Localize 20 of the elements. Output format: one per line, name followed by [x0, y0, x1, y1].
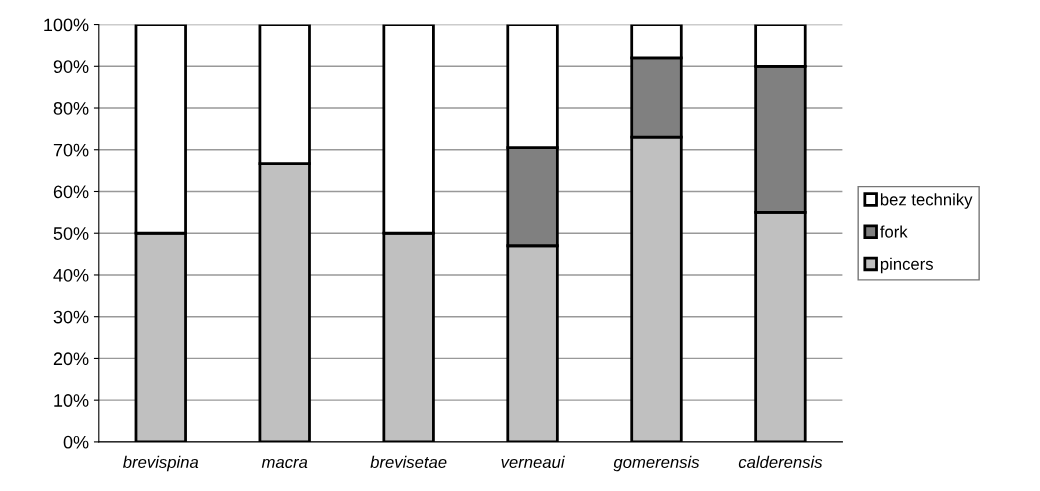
y-tick-label: 10% [54, 394, 89, 407]
y-tick-label: 80% [53, 101, 89, 115]
x-tick-label: macra [261, 458, 308, 469]
y-tick-label: 20% [53, 352, 89, 366]
y-tick-label: 40% [53, 268, 89, 282]
x-tick-label: calderensis [738, 455, 823, 469]
x-tick-label: brevispina [123, 455, 199, 472]
legend-label: fork [880, 225, 908, 238]
y-tick-label: 70% [53, 143, 89, 157]
y-tick-label: 90% [53, 60, 89, 74]
y-tick-label: 100% [44, 18, 89, 32]
y-tick-label: 30% [53, 310, 89, 324]
y-tick-label: 50% [53, 227, 89, 240]
x-tick-label: gomerensis [613, 455, 700, 472]
legend-label: pincers [880, 257, 933, 274]
x-tick-label: verneaui [501, 455, 565, 469]
y-tick-label: 60% [53, 185, 89, 199]
y-tick-label: 0% [63, 435, 89, 449]
legend-label: bez techniky [880, 193, 973, 209]
x-tick-label: brevisetae [370, 455, 447, 469]
